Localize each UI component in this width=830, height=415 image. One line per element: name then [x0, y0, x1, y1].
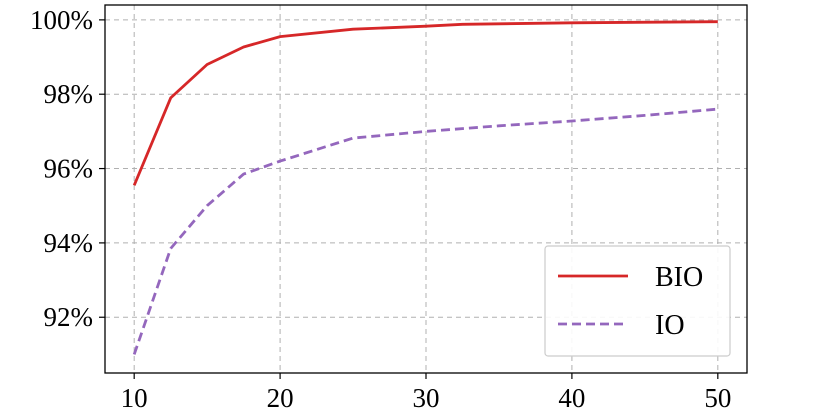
x-tick-label: 20 — [267, 383, 294, 413]
y-tick-label: 98% — [44, 79, 94, 109]
axis-ticks: 10 20 30 40 50 92% 94% 96% 98% 100% — [30, 5, 731, 413]
series-line-io — [132, 107, 718, 355]
series-line-bio — [132, 20, 718, 186]
x-tick-label: 50 — [704, 383, 731, 413]
series-lines — [132, 20, 718, 355]
legend: BIO IO — [544, 245, 731, 357]
y-tick-label: 96% — [44, 154, 94, 184]
legend-label-io: IO — [655, 310, 685, 341]
y-tick-label: 92% — [44, 302, 94, 332]
x-tick-label: 40 — [558, 383, 585, 413]
legend-box — [544, 245, 731, 357]
legend-label-bio: BIO — [655, 262, 703, 293]
y-tick-label: 100% — [30, 5, 93, 35]
y-tick-label: 94% — [44, 228, 94, 258]
x-tick-label: 10 — [121, 383, 148, 413]
x-tick-label: 30 — [413, 383, 440, 413]
